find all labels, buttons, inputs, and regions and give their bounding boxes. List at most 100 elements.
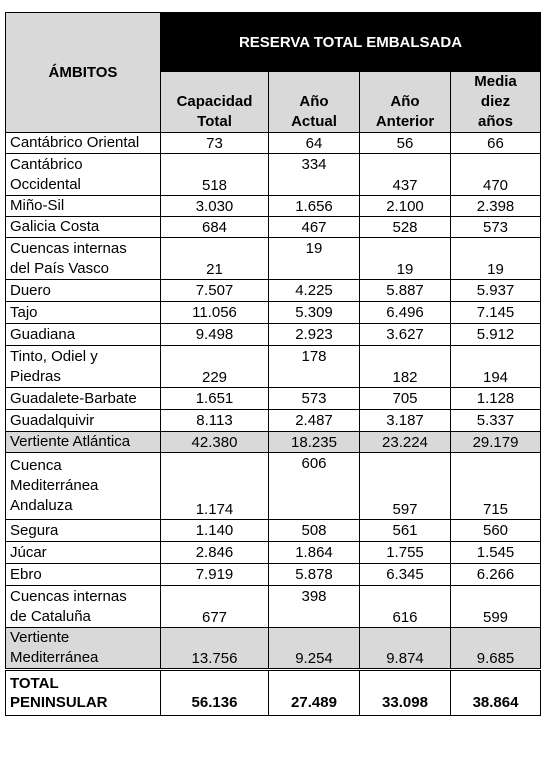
cell-ano-actual: 573 (268, 387, 360, 410)
row-name-line: TOTAL (10, 675, 59, 692)
table-row: Cuencas internas del País Vasco 21 19 19 19 (5, 237, 542, 280)
cell-ano-anterior: 561 (359, 519, 451, 542)
cell-media-diez-anos: 7.145 (449, 301, 542, 324)
table-row: Galicia Costa 684 467 528 573 (5, 216, 542, 238)
cell-ano-anterior: 705 (359, 387, 451, 410)
row-name: Vertiente Mediterránea (5, 627, 161, 670)
cell-ano-actual: 18.235 (268, 431, 360, 453)
row-name: Tajo (5, 301, 161, 324)
cell-media-diez-anos: 19 (449, 237, 542, 280)
cell-media-diez-anos: 6.266 (449, 563, 542, 586)
cell-capacidad-total: 684 (160, 216, 269, 238)
row-name-line: Tinto, Odiel y (10, 347, 98, 365)
row-name-line: PENINSULAR (10, 694, 108, 711)
cell-ano-anterior: 33.098 (359, 668, 451, 716)
cell-capacidad-total: 1.140 (160, 519, 269, 542)
cell-media-diez-anos: 5.937 (449, 279, 542, 302)
row-name: Miño-Sil (5, 195, 161, 217)
cell-capacidad-total: 3.030 (160, 195, 269, 217)
cell-ano-anterior: 3.627 (359, 323, 451, 346)
cell-media-diez-anos: 5.912 (449, 323, 542, 346)
table-header: ÁMBITOS RESERVA TOTAL EMBALSADA Capacida… (5, 12, 542, 133)
row-name-line: Cantábrico (10, 155, 83, 173)
header-line: Año (299, 93, 329, 110)
row-name: Duero (5, 279, 161, 302)
cell-media-diez-anos: 715 (449, 452, 542, 520)
cell-ano-actual: 5.878 (268, 563, 360, 586)
cell-ano-anterior: 6.496 (359, 301, 451, 324)
row-name-line: Mediterránea (10, 477, 99, 494)
reservoir-table: ÁMBITOS RESERVA TOTAL EMBALSADA Capacida… (5, 12, 542, 716)
cell-capacidad-total: 8.113 (160, 409, 269, 432)
cell-ano-anterior: 528 (359, 216, 451, 238)
subtotal-row: Vertiente Mediterránea 13.756 9.254 9.874 9.6… (5, 627, 542, 670)
cell-media-diez-anos: 1.545 (449, 541, 542, 564)
cell-ano-actual: 334 (268, 153, 360, 196)
row-name: Guadalquivir (5, 409, 161, 432)
row-name: Cuencas internas del País Vasco (5, 237, 161, 280)
row-name-line: Júcar (10, 543, 47, 561)
cell-ano-anterior: 1.755 (359, 541, 451, 564)
row-name: Guadalete-Barbate (5, 387, 161, 410)
header-ano-anterior: Año Anterior (359, 71, 451, 133)
table-row: Guadalete-Barbate 1.651 573 705 1.128 (5, 387, 542, 410)
cell-ano-anterior: 23.224 (359, 431, 451, 453)
row-name: Cuenca Mediterránea Andaluza (5, 452, 161, 520)
cell-capacidad-total: 42.380 (160, 431, 269, 453)
row-name-line: Cuencas internas (10, 239, 127, 257)
cell-ano-actual: 2.487 (268, 409, 360, 432)
row-name-line: Tajo (10, 303, 38, 321)
row-name: Guadiana (5, 323, 161, 346)
cell-media-diez-anos: 470 (449, 153, 542, 196)
cell-ano-actual: 2.923 (268, 323, 360, 346)
header-ambitos: ÁMBITOS (5, 12, 161, 133)
table-row: Tajo 11.056 5.309 6.496 7.145 (5, 301, 542, 324)
header-line: años (478, 113, 514, 130)
row-name: Cantábrico Oriental (5, 132, 161, 154)
header-line: Total (197, 113, 232, 130)
row-name: Tinto, Odiel y Piedras (5, 345, 161, 388)
header-reserva-total: RESERVA TOTAL EMBALSADA (159, 12, 542, 72)
cell-ano-anterior: 437 (359, 153, 451, 196)
cell-ano-anterior: 9.874 (359, 627, 451, 670)
row-name-line: Mediterránea (10, 649, 99, 666)
cell-ano-anterior: 56 (359, 132, 451, 154)
cell-capacidad-total: 518 (160, 153, 269, 196)
cell-media-diez-anos: 194 (449, 345, 542, 388)
header-media-diez-anos: Media diez años (449, 71, 542, 133)
cell-ano-anterior: 182 (359, 345, 451, 388)
reservoir-table-container: ÁMBITOS RESERVA TOTAL EMBALSADA Capacida… (5, 12, 542, 716)
cell-ano-anterior: 616 (359, 585, 451, 628)
row-name-line: Cantábrico Oriental (10, 134, 140, 151)
row-name-line: Guadiana (10, 325, 76, 343)
cell-ano-actual: 1.864 (268, 541, 360, 564)
cell-media-diez-anos: 5.337 (449, 409, 542, 432)
cell-ano-anterior: 597 (359, 452, 451, 520)
header-capacidad-total: Capacidad Total (160, 71, 269, 133)
row-name-line: Duero (10, 281, 51, 299)
table-row: Segura 1.140 508 561 560 (5, 519, 542, 542)
cell-media-diez-anos: 1.128 (449, 387, 542, 410)
header-ano-actual: Año Actual (268, 71, 360, 133)
row-name-line: Cuencas internas (10, 587, 127, 605)
cell-ano-actual: 4.225 (268, 279, 360, 302)
row-name-line: Cuenca (10, 457, 62, 474)
table-row: Júcar 2.846 1.864 1.755 1.545 (5, 541, 542, 564)
cell-capacidad-total: 1.174 (160, 452, 269, 520)
cell-ano-actual: 467 (268, 216, 360, 238)
cell-ano-actual: 19 (268, 237, 360, 280)
total-row: TOTAL PENINSULAR 56.136 27.489 33.098 38.864 (5, 668, 542, 716)
cell-capacidad-total: 7.919 (160, 563, 269, 586)
table-row: Cuencas internas de Cataluña 677 398 616 599 (5, 585, 542, 628)
cell-capacidad-total: 9.498 (160, 323, 269, 346)
table-row: Cantábrico Oriental 73 64 56 66 (5, 132, 542, 154)
row-name-line: Occidental (10, 175, 81, 193)
row-name-line: Vertiente (10, 629, 70, 646)
cell-capacidad-total: 21 (160, 237, 269, 280)
row-name: TOTAL PENINSULAR (5, 668, 161, 716)
cell-capacidad-total: 7.507 (160, 279, 269, 302)
cell-capacidad-total: 11.056 (160, 301, 269, 324)
table-row: Miño-Sil 3.030 1.656 2.100 2.398 (5, 195, 542, 217)
cell-media-diez-anos: 9.685 (449, 627, 542, 670)
cell-ano-anterior: 19 (359, 237, 451, 280)
